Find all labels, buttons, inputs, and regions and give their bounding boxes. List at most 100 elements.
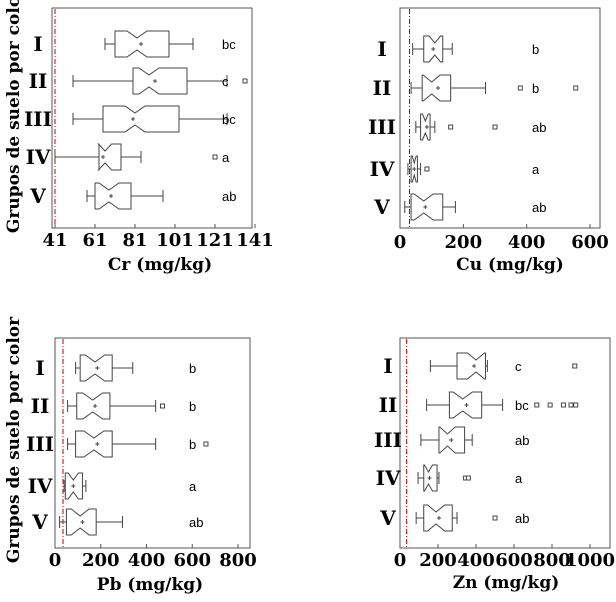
x-tick-label: 800	[533, 550, 571, 571]
box-III: III ab	[374, 426, 529, 454]
significance-letter: a	[222, 150, 230, 165]
outlier-point	[160, 403, 166, 409]
group-label: II	[373, 76, 392, 100]
group-label: II	[31, 394, 50, 418]
x-axis-label: Pb (mg/kg)	[97, 575, 203, 595]
group-label: IV	[26, 145, 51, 169]
outlier-point	[203, 441, 209, 447]
significance-letter: b	[189, 437, 196, 452]
plot-frame	[399, 7, 601, 229]
x-tick-label: 200	[445, 232, 483, 253]
notched-box	[456, 352, 486, 380]
plot-frame	[51, 7, 253, 229]
box-IV: IV a	[26, 143, 230, 171]
outlier-point	[568, 402, 574, 408]
x-tick-label: 0	[394, 550, 407, 571]
x-tick-label: 121	[196, 230, 234, 251]
outlier-point	[465, 475, 471, 481]
group-label: V	[29, 184, 46, 208]
outlier-point	[242, 78, 248, 84]
x-tick-label: 101	[156, 230, 194, 251]
outlier-point	[573, 402, 579, 408]
group-label: IV	[370, 157, 395, 181]
box-III: III bc	[24, 105, 236, 133]
x-tick-label: 141	[236, 230, 274, 251]
x-tick-label: 61	[82, 230, 107, 251]
outlier-point	[517, 85, 523, 91]
plot-frame	[399, 337, 611, 549]
significance-letter: ab	[515, 511, 529, 526]
box-II: II b	[373, 74, 579, 102]
group-label: III	[24, 107, 52, 131]
group-label: III	[26, 432, 54, 456]
group-label: V	[373, 195, 390, 219]
x-axis-label: Cu (mg/kg)	[456, 255, 564, 275]
group-label: II	[29, 69, 48, 93]
x-tick-label: 1000	[565, 550, 615, 571]
group-label: IV	[28, 474, 53, 498]
notched-box	[102, 105, 180, 133]
significance-letter: b	[532, 81, 539, 96]
x-tick-label: 400	[128, 550, 166, 571]
group-label: III	[374, 428, 402, 452]
outlier-point	[212, 154, 218, 160]
significance-letter: b	[189, 399, 196, 414]
x-tick-label: 600	[495, 550, 533, 571]
significance-letter: bc	[222, 112, 236, 127]
significance-letter: ab	[222, 189, 236, 204]
group-label: II	[379, 393, 398, 417]
notched-box	[75, 430, 113, 458]
group-label: V	[31, 510, 48, 534]
notched-box	[132, 67, 188, 95]
box-II: II bc	[379, 391, 579, 419]
outlier-point	[560, 402, 566, 408]
box-IV: IV a	[376, 464, 523, 492]
box-II: II c	[29, 67, 248, 95]
outlier-point	[573, 85, 579, 91]
group-label: I	[377, 37, 386, 61]
x-tick-label: 400	[508, 232, 546, 253]
group-label: IV	[376, 466, 401, 490]
box-III: III ab	[368, 113, 546, 141]
significance-letter: bc	[222, 37, 236, 52]
x-tick-label: 200	[419, 550, 457, 571]
outlier-point	[547, 402, 553, 408]
group-label: I	[383, 354, 392, 378]
significance-letter: ab	[189, 515, 203, 530]
x-tick-label: 81	[122, 230, 147, 251]
box-IV: IV a	[370, 155, 540, 183]
x-tick-label: 600	[571, 232, 609, 253]
x-axis-label: Cr (mg/kg)	[108, 255, 212, 275]
outlier-point	[492, 515, 498, 521]
significance-letter: bc	[515, 398, 529, 413]
y-axis-label-bottom: Grupos de suelo por color	[4, 316, 24, 563]
boxplot-panel-1: 41 61 81 101 121 141 Cr (mg/kg) I bc II c III bc IV a V…	[24, 7, 274, 275]
x-tick-label: 600	[173, 550, 211, 571]
group-label: V	[379, 506, 396, 530]
outlier-point	[492, 124, 498, 130]
x-tick-label: 41	[42, 230, 67, 251]
group-label: I	[35, 356, 44, 380]
x-tick-label: 400	[457, 550, 495, 571]
significance-letter: b	[532, 42, 539, 57]
notched-box	[97, 143, 122, 171]
x-tick-label: 800	[219, 550, 257, 571]
x-tick-label: 200	[82, 550, 120, 571]
outlier-point	[534, 402, 540, 408]
outlier-point	[448, 124, 454, 130]
outlier-point	[572, 363, 578, 369]
significance-letter: b	[189, 361, 196, 376]
significance-letter: c	[222, 74, 229, 89]
significance-letter: a	[532, 162, 540, 177]
